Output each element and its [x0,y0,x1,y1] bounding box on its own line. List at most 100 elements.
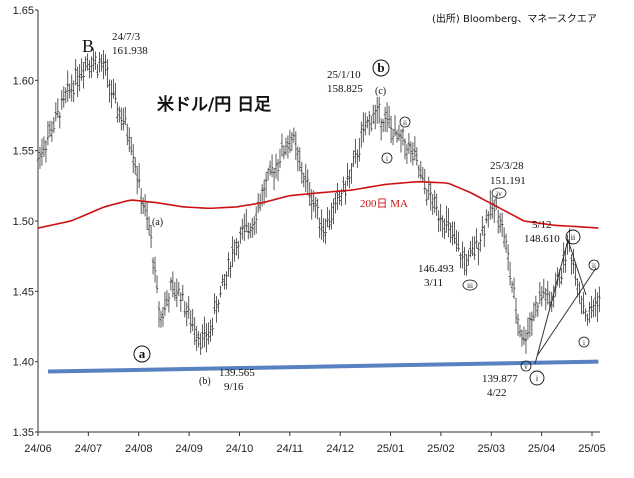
ohlc-bar [536,302,540,318]
ohlc-bar [320,209,323,240]
annotation-line: 151.191 [490,175,526,187]
ohlc-bar [282,145,286,160]
ohlc-bar [159,310,163,328]
ohlc-bar [324,218,327,245]
ohlc-bar [534,295,538,317]
wave-label-a-lower: (a) [152,217,163,228]
wedge-lines [534,239,597,365]
ohlc-bar [334,192,337,214]
ohlc-bar [508,261,512,286]
ohlc-bar [294,131,298,161]
svg-text:iii: iii [467,282,473,290]
x-tick-label: 24/07 [75,443,103,455]
annotation-low-b: 139.565 9/16 [219,367,255,393]
ohlc-bar [54,102,58,122]
ohlc-bar [177,282,181,297]
ohlc-bar [463,247,466,276]
ohlc-bar [572,248,575,274]
ohlc-bar [221,274,224,286]
ohlc-bar [284,137,288,156]
ohlc-bar [469,240,472,258]
ohlc-bar [300,161,304,184]
ohlc-bar [344,180,347,205]
ohlc-bar [564,248,567,273]
y-tick-label: 1.50 [13,216,34,228]
wave-label-roman-ii-small: ii [588,259,600,271]
ohlc-bar [548,291,552,310]
x-tick-label: 24/10 [226,443,254,455]
annotation-line: 146.493 [418,263,454,275]
ohlc-bar [229,261,232,278]
ohlc-bar [147,216,151,236]
ohlc-bar [149,225,153,249]
ohlc-bar [409,141,413,163]
ohlc-bar [371,104,375,125]
ohlc-bar [112,78,115,99]
ohlc-bar [342,176,345,193]
ohlc-bar [439,203,442,232]
ohlc-bar [167,292,171,313]
ohlc-bar [237,240,240,260]
ohlc-bar [435,193,438,216]
ohlc-bar [358,137,361,162]
ohlc-bar [66,70,70,102]
ohlc-bar [526,317,530,340]
ohlc-bar [141,197,145,215]
ohlc-bar [207,322,210,345]
ohlc-bar [96,64,99,79]
ohlc-bar [441,215,444,238]
ohlc-bar [197,331,200,348]
ohlc-bar [570,254,573,275]
ohlc-bar [389,115,393,144]
ohlc-bar [264,172,268,198]
ohlc-bar [98,52,101,73]
annotation-line: 148.610 [524,233,560,245]
ohlc-bar [242,213,246,241]
x-tick-label: 25/04 [528,443,556,455]
ohlc-bar [165,290,169,307]
ohlc-bar [118,106,121,123]
x-tick-label: 24/11 [276,443,303,455]
ohlc-bars [36,48,601,355]
wave-label-b-lower: (b) [199,376,211,387]
ohlc-bar [58,112,62,129]
ohlc-bar [78,64,81,92]
ohlc-bar [227,252,230,277]
ohlc-bar [44,140,48,163]
ohlc-bar [70,74,74,102]
ohlc-bar [155,275,159,294]
wave-label-circle-b: b [372,59,390,77]
ohlc-bar [510,280,514,293]
ohlc-bar [584,308,587,322]
wave-label-roman-iv: iv [491,187,507,199]
ohlc-bar [383,106,387,132]
ohlc-bar [590,295,593,319]
ohlc-bar [252,216,256,236]
ohlc-bar [399,129,403,153]
ma200-line [37,180,599,229]
ohlc-bar [127,127,131,152]
ohlc-bar [86,53,89,71]
ohlc-bar [84,56,87,72]
ohlc-bar [361,112,365,143]
annotation-top-circ-b: 25/1/10 158.825 [327,69,363,95]
ohlc-bar [546,281,550,305]
svg-text:b: b [377,60,384,75]
ohlc-bar [68,83,72,99]
ohlc-bar [135,165,139,195]
support-trendline [47,359,599,374]
annotation-line: 139.877 [482,373,518,385]
ohlc-bar [582,291,585,315]
annotation-line: 5/12 [532,219,552,231]
y-tick-label: 1.35 [13,427,34,439]
annotation-line: 25/3/28 [490,160,524,172]
ohlc-bar [191,308,195,332]
wave-label-roman-ii-top: ii [399,116,411,128]
ohlc-bar [211,317,214,336]
ohlc-bar [203,316,206,348]
ohlc-bar [465,254,468,276]
ohlc-bar [274,153,278,179]
ohlc-bar [522,326,526,345]
wave-label-roman-i-circle: i [529,370,545,386]
x-tick-labels: 24/06 24/07 24/08 24/09 24/10 24/11 24/12 25/01… [24,432,606,455]
